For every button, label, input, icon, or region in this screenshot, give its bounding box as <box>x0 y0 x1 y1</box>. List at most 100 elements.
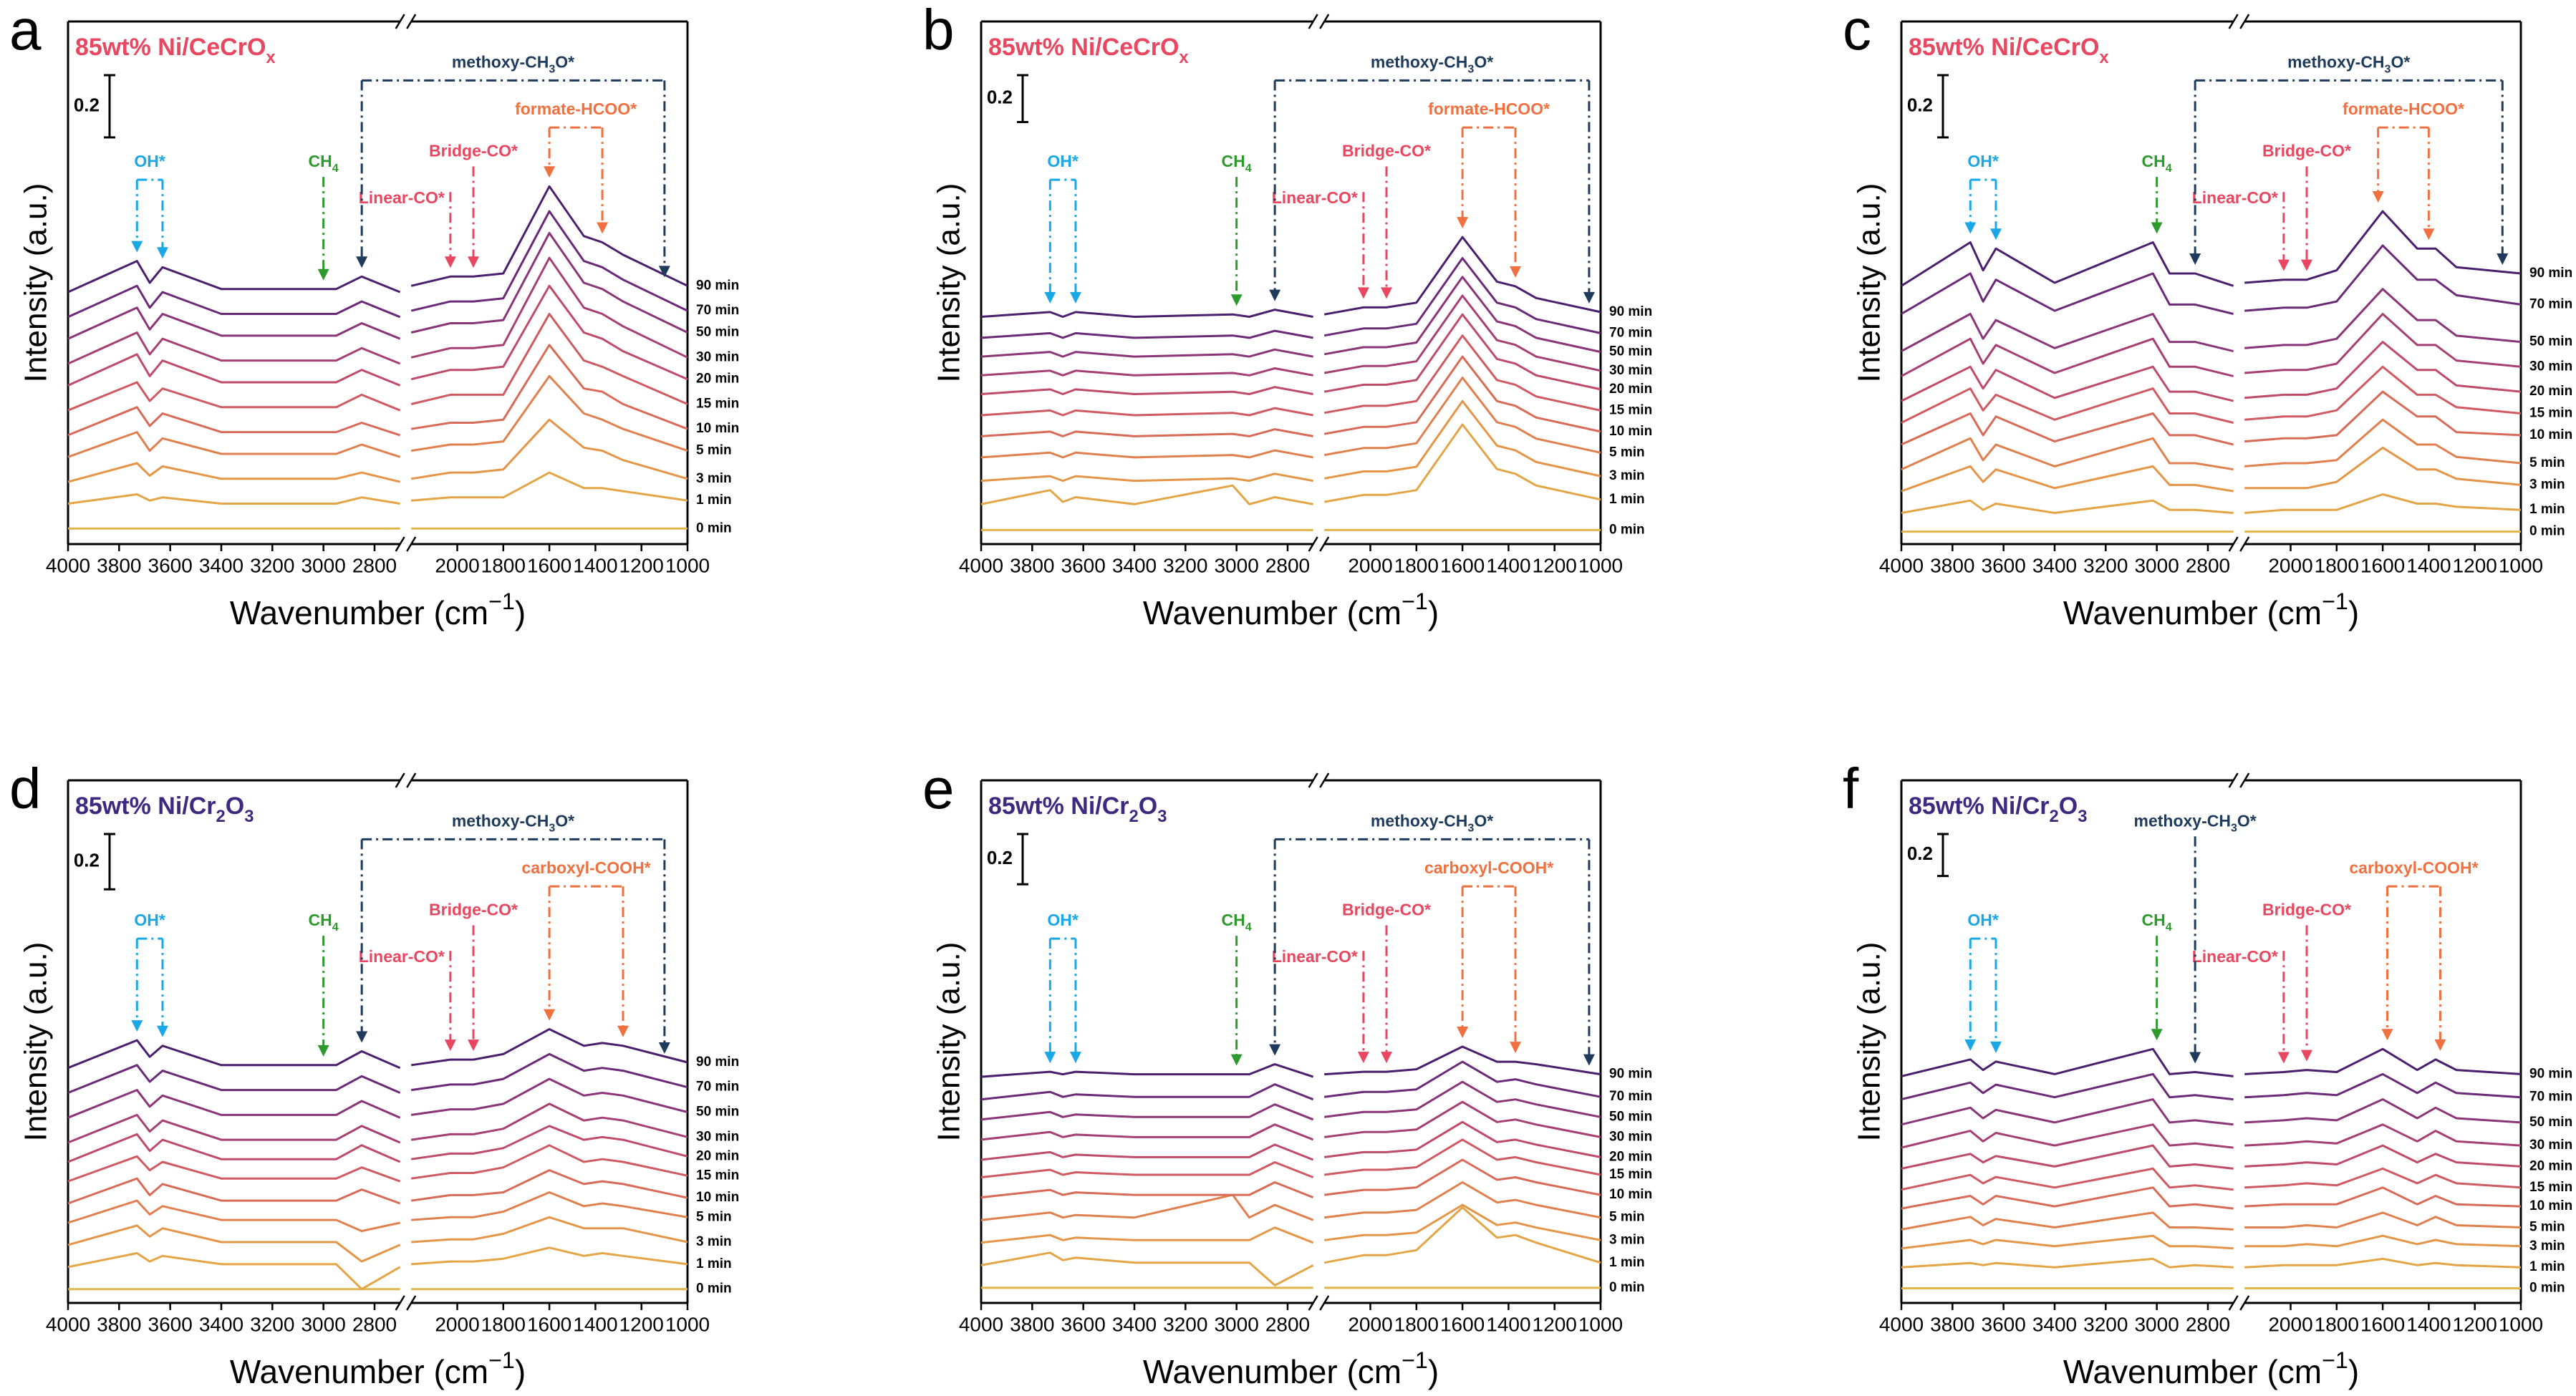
spectrum-line <box>2244 244 2522 312</box>
script-part: x <box>266 48 276 67</box>
spectrum-line <box>1324 1080 1601 1118</box>
spectrum-line <box>2244 1144 2522 1168</box>
text-part: formate-HCOO* <box>1428 100 1550 118</box>
series-label: 90 min <box>2529 266 2572 281</box>
spectrum-line <box>410 1125 688 1160</box>
arrow-head <box>131 241 143 253</box>
spectrum-line <box>410 418 688 480</box>
spectrum-line <box>67 493 400 505</box>
series-label: 90 min <box>1609 1067 1652 1082</box>
arrow-head <box>617 1025 629 1037</box>
annotation-label: methoxy-CH3O* <box>452 52 574 75</box>
text-part: 85wt% Ni/CeCrO <box>988 34 1179 61</box>
x-tick-label: 3600 <box>1061 1313 1106 1335</box>
spectrum-line <box>1901 337 2234 377</box>
y-axis-label: Intensity (a.u.) <box>19 183 54 383</box>
axis-break <box>1319 536 1330 552</box>
text-part: O <box>2059 792 2078 820</box>
arrow-head <box>2434 1039 2446 1051</box>
spectrum-line <box>1324 1120 1601 1158</box>
series-label: 5 min <box>696 443 732 458</box>
arrow-head <box>597 222 609 234</box>
text-part: Wavenumber (cm <box>2063 1353 2322 1390</box>
series-label: 30 min <box>696 1129 739 1144</box>
annotation-label: Bridge-CO* <box>2262 901 2351 919</box>
series-label: 15 min <box>2529 406 2572 421</box>
x-axis-label: Wavenumber (cm−1) <box>230 588 526 632</box>
x-tick-label: 2000 <box>1348 554 1392 576</box>
series-label: 5 min <box>2529 1219 2565 1234</box>
spectrum-line <box>980 1181 1314 1199</box>
x-tick-label: 1600 <box>2360 1313 2405 1335</box>
arrow-head <box>1964 1039 1977 1051</box>
x-tick-label: 1200 <box>619 1313 664 1335</box>
series-label: 15 min <box>2529 1180 2572 1195</box>
spectrum-line <box>2244 288 2522 349</box>
panel-title: 85wt% Ni/CeCrOx <box>988 34 1189 67</box>
series-label: 70 min <box>1609 1089 1652 1104</box>
spectrum-line <box>980 449 1313 459</box>
spectrum-line <box>2244 1047 2522 1075</box>
spectrum-line <box>980 1161 1314 1178</box>
spectrum-line <box>980 309 1313 318</box>
y-axis-label: Intensity (a.u.) <box>1852 942 1887 1142</box>
series-label: 50 min <box>2529 1115 2572 1130</box>
axis-break <box>1308 14 1318 29</box>
script-part: 3 <box>2231 822 2237 835</box>
arrow-head <box>356 1031 368 1043</box>
axis-break <box>395 536 405 552</box>
axis-break <box>2228 14 2239 29</box>
x-tick-label: 3000 <box>2134 1313 2179 1335</box>
arrow-head <box>156 247 168 259</box>
x-tick-label: 3600 <box>1061 554 1106 576</box>
arrow-head <box>2151 1029 2163 1041</box>
spectrum-line <box>2244 365 2522 421</box>
series-label: 3 min <box>696 1234 732 1249</box>
spectrum-line <box>67 284 401 319</box>
text-part: Bridge-CO* <box>1342 901 1431 919</box>
script-part: −1 <box>1402 1347 1428 1373</box>
arrow-head <box>1044 1052 1056 1064</box>
spectrum-line <box>980 386 1313 395</box>
arrow-head <box>1357 287 1369 299</box>
annotation-label: Linear-CO* <box>2192 947 2278 966</box>
spectrum-line <box>67 331 401 365</box>
arrow-head <box>131 1020 143 1032</box>
series-label: 5 min <box>2529 455 2565 470</box>
spectrum-line <box>2244 1123 2522 1147</box>
spectrum-line <box>411 1246 688 1266</box>
spectrum-line <box>1901 412 2234 446</box>
series-label: 30 min <box>696 349 739 364</box>
spectrum-line <box>411 1191 688 1221</box>
x-tick-label: 2800 <box>2186 554 2230 576</box>
arrow-head <box>444 256 456 268</box>
spectrum-line <box>980 1226 1314 1244</box>
spectrum-line <box>1324 1181 1601 1219</box>
spectrum-line <box>1901 1123 2234 1149</box>
annotation-label: formate-HCOO* <box>1428 100 1550 118</box>
axis-break <box>406 14 417 29</box>
x-tick-label: 3800 <box>1930 1313 1974 1335</box>
spectrum-line <box>2244 1098 2522 1124</box>
arrow-head <box>544 166 556 178</box>
x-tick-label: 2000 <box>2268 554 2312 576</box>
series-label: 5 min <box>1609 445 1645 460</box>
x-tick-label: 1800 <box>481 1313 526 1335</box>
x-tick-label: 2000 <box>2268 1313 2312 1335</box>
text-part: carboxyl-COOH* <box>2349 858 2478 877</box>
x-tick-label: 1600 <box>1440 1313 1485 1335</box>
text-part: methoxy-CH <box>452 52 549 71</box>
annotation-label: CH4 <box>309 152 339 175</box>
script-part: 3 <box>549 822 555 835</box>
x-tick-label: 1400 <box>1486 554 1530 576</box>
spectrum-line <box>980 1103 1314 1121</box>
arrow-head <box>1044 291 1056 304</box>
series-label: 70 min <box>2529 1090 2572 1105</box>
spectrum-line <box>1901 465 2234 493</box>
text-part: Linear-CO* <box>359 947 445 966</box>
arrow-head <box>156 1025 168 1037</box>
x-tick-label: 3600 <box>1982 554 2026 576</box>
x-tick-label: 1400 <box>573 554 617 576</box>
text-part: Wavenumber (cm <box>230 1353 488 1390</box>
